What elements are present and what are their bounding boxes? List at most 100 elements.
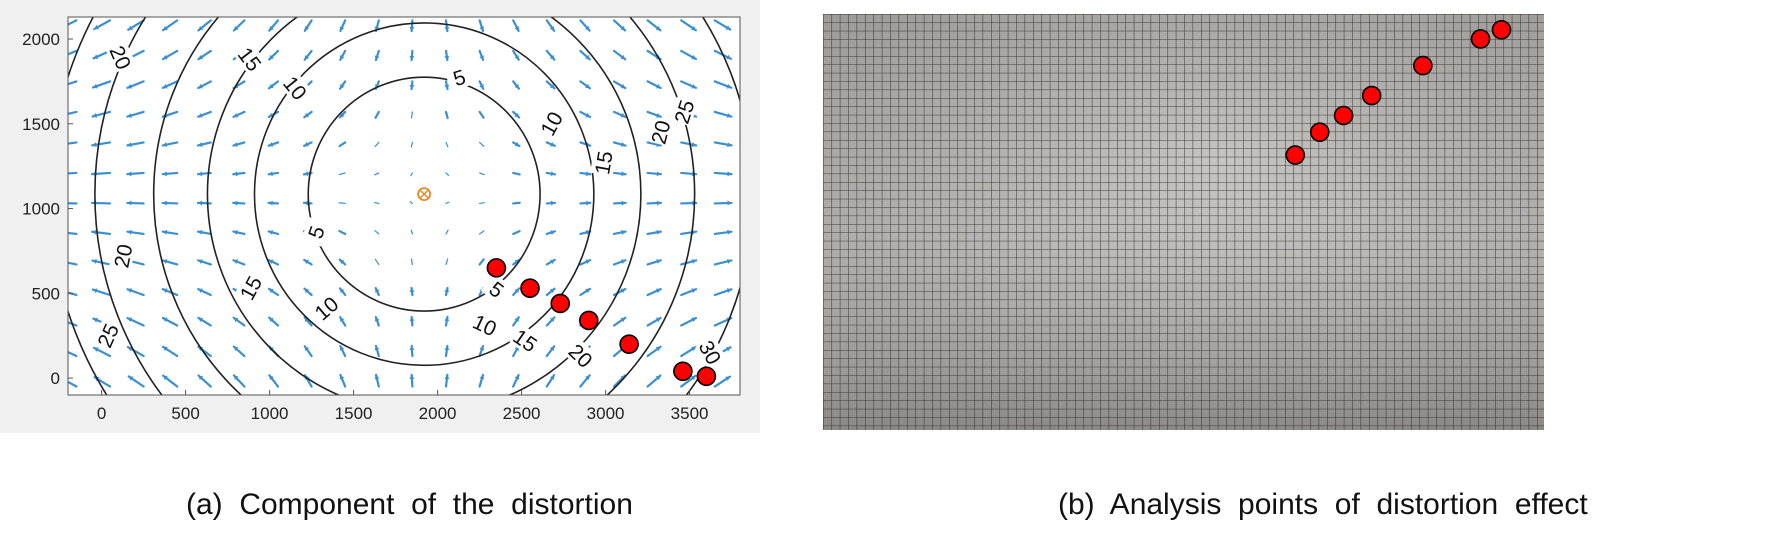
quiver-arrow: [410, 141, 413, 148]
quiver-arrowhead: [127, 200, 132, 206]
quiver-arrowhead: [128, 376, 134, 381]
quiver-arrowhead: [93, 317, 99, 323]
quiver-arrowhead: [92, 259, 97, 264]
caption-analysis-points: (b) Analysis points of distortion effect: [1058, 488, 1588, 521]
quiver-arrowhead: [340, 317, 345, 322]
quiver-arrowhead: [198, 375, 204, 381]
quiver-arrowhead: [409, 55, 415, 61]
quiver-arrowhead: [163, 346, 168, 352]
quiver-arrowhead: [304, 26, 310, 31]
contour-label-bg: [590, 148, 616, 177]
quiver-arrowhead: [374, 345, 380, 351]
quiver-arrowhead: [725, 347, 731, 352]
quiver-arrowhead: [339, 259, 345, 265]
quiver-arrowhead: [656, 200, 661, 206]
center-circle: [417, 187, 432, 202]
quiver-arrowhead: [268, 142, 274, 147]
quiver-arrowhead: [162, 200, 167, 206]
quiver-arrowhead: [550, 259, 555, 265]
quiver-arrow: [512, 171, 521, 176]
quiver-arrowhead: [94, 24, 99, 30]
quiver-arrow: [479, 202, 485, 205]
quiver-arrowhead: [585, 112, 591, 118]
quiver-arrowhead: [233, 375, 239, 381]
contour-label-bg: [234, 42, 267, 75]
quiver-arrowhead: [655, 317, 661, 323]
quiver-arrowhead: [92, 288, 98, 294]
quiver-arrowhead: [127, 288, 133, 293]
x-axis-ticks: 0 500 1000 1500 2000 2500 3000 3500: [97, 390, 709, 423]
contour-label-bg: [564, 339, 598, 372]
quiver-arrowhead: [444, 55, 450, 61]
quiver-arrowhead: [620, 317, 626, 323]
quiver-arrowhead: [549, 317, 555, 323]
quiver-arrowhead: [479, 84, 484, 89]
quiver-arrowhead: [691, 317, 696, 323]
photo-analysis-point: [1309, 122, 1330, 142]
quiver-arrow: [444, 110, 449, 120]
quiver-arrowhead: [92, 113, 98, 118]
quiver-arrowhead: [374, 374, 380, 380]
analysis-point: [520, 278, 540, 299]
quiver-arrowhead: [655, 375, 661, 381]
quiver-arrowhead: [127, 142, 132, 148]
quiver-arrowhead: [691, 54, 696, 60]
photo-analysis-point: [1470, 29, 1491, 49]
quiver-arrow: [445, 229, 449, 235]
contour-label-bg: [509, 324, 542, 356]
quiver-arrowhead: [585, 54, 590, 60]
quiver-arrowhead: [162, 171, 167, 177]
x-tick-label: 1500: [335, 404, 373, 423]
quiver-arrow: [479, 141, 485, 147]
quiver-arrowhead: [233, 346, 239, 352]
analysis-point: [673, 361, 693, 382]
quiver-arrowhead: [409, 84, 415, 90]
quiver-arrowhead: [92, 142, 97, 148]
quiver-arrowhead: [339, 55, 345, 60]
photo-analysis-point: [1333, 105, 1354, 126]
x-tick-label: 0: [97, 404, 106, 423]
quiver-arrowhead: [620, 54, 626, 60]
x-tick-label: 2000: [419, 404, 457, 423]
photo-background: [823, 14, 1544, 430]
quiver-arrowhead: [339, 346, 345, 351]
quiver-arrowhead: [549, 26, 555, 31]
quiver-arrowhead: [727, 200, 732, 206]
quiver-arrowhead: [514, 141, 520, 147]
quiver-arrowhead: [656, 288, 661, 294]
quiver-arrowhead: [304, 141, 309, 147]
quiver-arrowhead: [304, 112, 309, 118]
quiver-arrowhead: [233, 259, 239, 265]
quiver-arrowhead: [549, 375, 555, 380]
analysis-point: [550, 293, 571, 314]
quiver-arrowhead: [550, 230, 555, 235]
quiver-arrow: [479, 172, 485, 176]
quiver-arrowhead: [198, 317, 204, 323]
quiver-arrowhead: [479, 55, 485, 60]
quiver-arrowhead: [585, 259, 591, 265]
quiver-arrowhead: [233, 171, 238, 177]
quiver-arrowhead: [690, 375, 696, 381]
quiver-arrowhead: [268, 200, 273, 206]
quiver-arrowhead: [198, 83, 203, 89]
contour-label-bg: [106, 41, 136, 73]
quiver-arrowhead: [269, 317, 274, 323]
quiver-arrowhead: [233, 317, 239, 323]
photo-analysis-point: [1413, 55, 1433, 76]
quiver-arrowhead: [339, 288, 345, 294]
photo-lighting: [823, 14, 1544, 430]
quiver-arrowhead: [233, 25, 239, 31]
quiver-arrow: [374, 110, 380, 119]
analysis-points: [486, 258, 717, 387]
x-tick-label: 1000: [251, 404, 289, 423]
quiver-arrowhead: [198, 25, 204, 31]
y-tick-label: 2000: [22, 30, 60, 49]
quiver-arrowhead: [233, 229, 238, 235]
quiver-arrowhead: [479, 346, 485, 351]
contour-level-15: [206, 17, 642, 395]
quiver-arrow: [410, 111, 413, 119]
photo-analysis-point: [1491, 20, 1512, 40]
quiver-arrowhead: [479, 26, 485, 32]
quiver-arrow: [445, 141, 449, 148]
